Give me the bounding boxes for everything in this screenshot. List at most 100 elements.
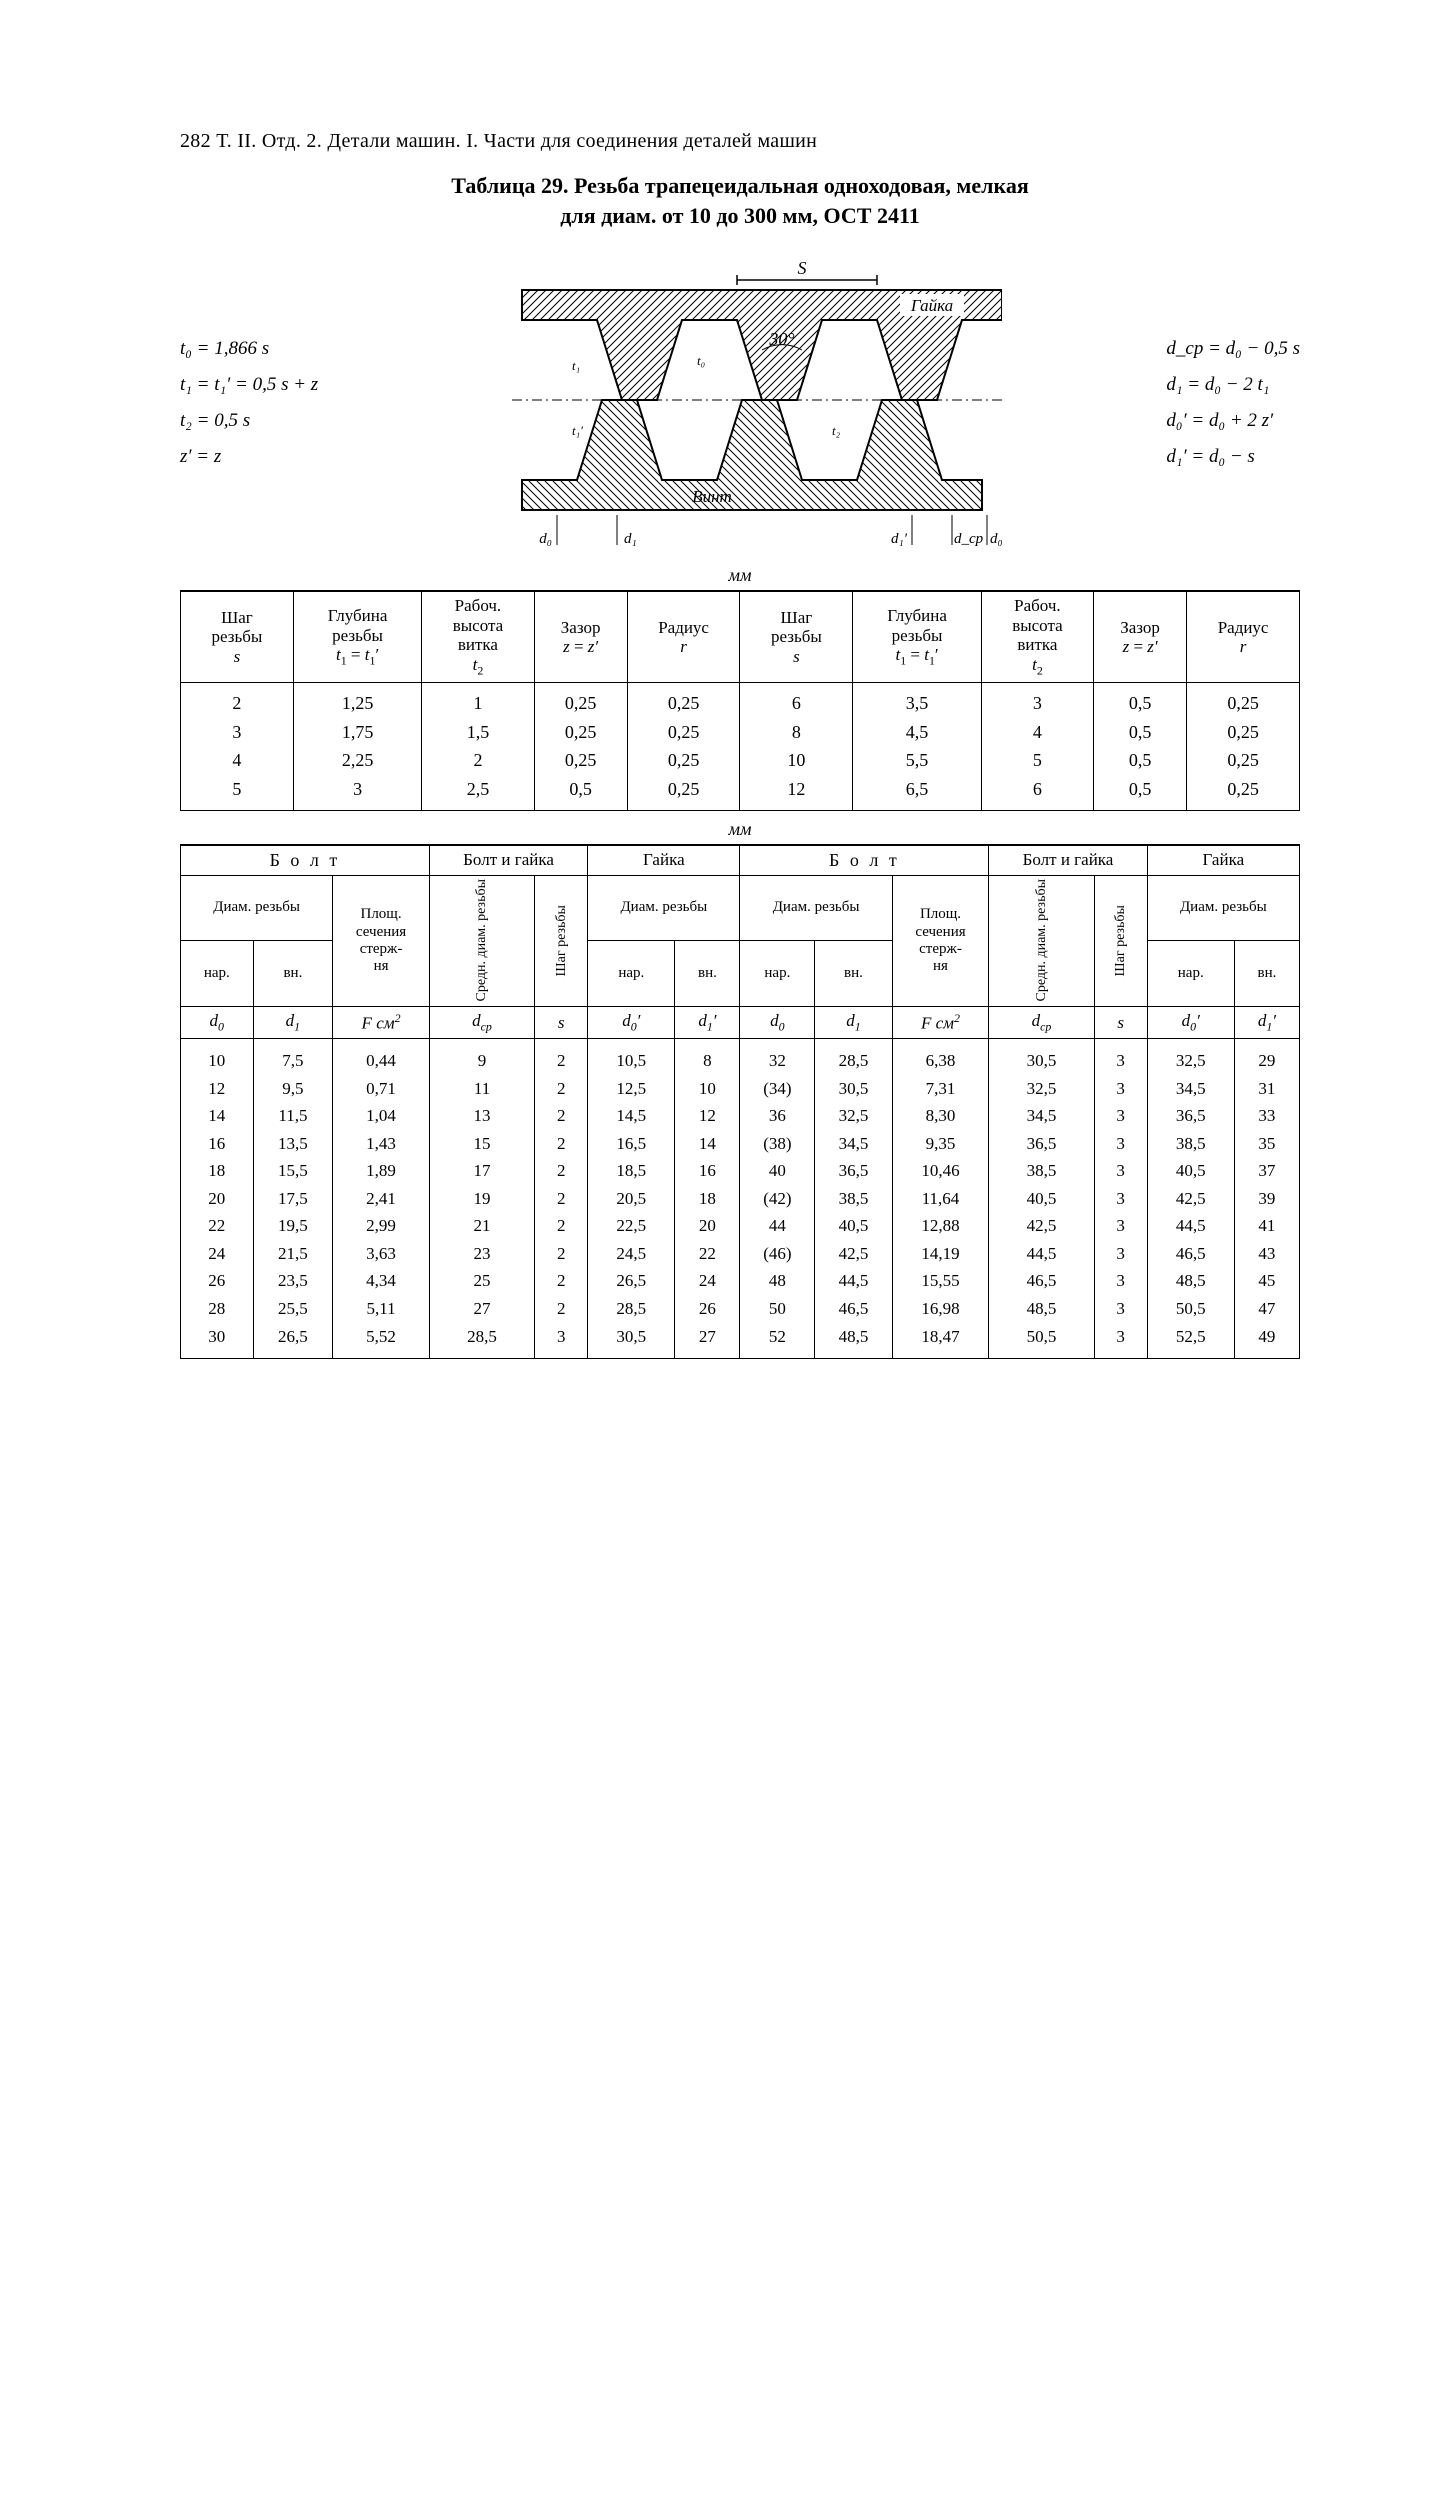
svg-text:t₀: t₀: [697, 353, 705, 368]
cell: 32,5: [815, 1102, 892, 1130]
sym-9: F см2: [892, 1007, 989, 1039]
sym-4: s: [535, 1007, 588, 1039]
cell: 52,5: [1147, 1323, 1234, 1359]
cell: 36,5: [1147, 1102, 1234, 1130]
cell: 12: [740, 775, 853, 810]
cell: 3: [981, 683, 1093, 718]
cell: 2,5: [422, 775, 534, 810]
table-row: 2623,54,3425226,5244844,515,5546,5348,54…: [181, 1267, 1300, 1295]
title-line-1: Таблица 29. Резьба трапецеидальная однох…: [451, 173, 1028, 198]
cell: 22: [675, 1240, 740, 1268]
cell: 3: [1094, 1323, 1147, 1359]
cell: 40,5: [989, 1185, 1094, 1213]
cell: 20: [181, 1185, 254, 1213]
table-title: Таблица 29. Резьба трапецеидальная однох…: [180, 171, 1300, 230]
cell: 5,11: [333, 1295, 430, 1323]
t1-h1: Глубинарезьбыt1 = t1′: [293, 591, 422, 682]
cell: 38,5: [1147, 1130, 1234, 1158]
cell: 2,99: [333, 1212, 430, 1240]
t2-s-diam-r2: Диам. резьбы: [1147, 875, 1299, 941]
cell: 25,5: [253, 1295, 333, 1323]
sym-1: d1: [253, 1007, 333, 1039]
cell: 44,5: [1147, 1212, 1234, 1240]
cell: 26: [181, 1267, 254, 1295]
cell: 11,5: [253, 1102, 333, 1130]
t2-vn4: вн.: [1234, 941, 1299, 1007]
eq-dcp: d_cp = d₀ − 0,5 s: [1166, 331, 1300, 367]
cell: 0,25: [534, 746, 627, 775]
t1-h8: Зазорz = z′: [1094, 591, 1187, 682]
t1-h4: Радиусr: [627, 591, 740, 682]
cell: 19: [429, 1185, 534, 1213]
cell: 4,5: [853, 718, 982, 747]
cell: 3: [181, 718, 294, 747]
cell: 3: [1094, 1039, 1147, 1075]
cell: 8: [675, 1039, 740, 1075]
cell: 20,5: [588, 1185, 675, 1213]
cell: 3: [293, 775, 422, 810]
cell: 0,25: [1187, 683, 1300, 718]
cell: 12,88: [892, 1212, 989, 1240]
t2-nar4: нар.: [1147, 941, 1234, 1007]
cell: 12: [181, 1075, 254, 1103]
cell: 3: [1094, 1295, 1147, 1323]
cell: 11: [429, 1075, 534, 1103]
t2-s-diam-l: Диам. резьбы: [181, 875, 333, 941]
cell: 1: [422, 683, 534, 718]
cell: 14: [181, 1102, 254, 1130]
cell: 34,5: [815, 1130, 892, 1158]
cell: 16: [675, 1157, 740, 1185]
cell: 0,71: [333, 1075, 430, 1103]
cell: 46,5: [1147, 1240, 1234, 1268]
svg-text:d₀′: d₀′: [990, 531, 1002, 547]
cell: 3: [1094, 1075, 1147, 1103]
cell: 36,5: [815, 1157, 892, 1185]
cell: 17,5: [253, 1185, 333, 1213]
cell: 20: [675, 1212, 740, 1240]
sym-8: d1: [815, 1007, 892, 1039]
cell: 34,5: [1147, 1075, 1234, 1103]
cell: 42,5: [815, 1240, 892, 1268]
cell: 10: [740, 746, 853, 775]
sym-7: d0: [740, 1007, 815, 1039]
cell: 48,5: [1147, 1267, 1234, 1295]
cell: 52: [740, 1323, 815, 1359]
cell: 12: [675, 1102, 740, 1130]
cell: 13: [429, 1102, 534, 1130]
t2-s-area-l: Площ.сечениястерж-ня: [333, 875, 430, 1007]
cell: 10: [675, 1075, 740, 1103]
cell: 8: [740, 718, 853, 747]
t1-h2: Рабоч.высотавиткаt2: [422, 591, 534, 682]
eq-z: z′ = z: [180, 439, 318, 475]
t2-vn1: вн.: [253, 941, 333, 1007]
table-row: 1815,51,8917218,5164036,510,4638,5340,53…: [181, 1157, 1300, 1185]
sym-5: d0′: [588, 1007, 675, 1039]
cell: 7,31: [892, 1075, 989, 1103]
cell: 2: [535, 1240, 588, 1268]
svg-text:d₁: d₁: [624, 531, 637, 547]
cell: 39: [1234, 1185, 1299, 1213]
svg-text:t₁: t₁: [572, 358, 580, 373]
cell: 9,5: [253, 1075, 333, 1103]
cell: 32,5: [1147, 1039, 1234, 1075]
table-row: 31,751,50,250,2584,540,50,25: [181, 718, 1300, 747]
t2-g5: Гайка: [1147, 845, 1299, 875]
cell: 2: [422, 746, 534, 775]
cell: 3: [535, 1323, 588, 1359]
cell: 22: [181, 1212, 254, 1240]
cell: 0,5: [1094, 683, 1187, 718]
cell: (38): [740, 1130, 815, 1158]
cell: 2: [535, 1185, 588, 1213]
cell: 2: [535, 1295, 588, 1323]
table-row: 42,2520,250,25105,550,50,25: [181, 746, 1300, 775]
cell: 6: [981, 775, 1093, 810]
cell: 30,5: [989, 1039, 1094, 1075]
cell: 26,5: [588, 1267, 675, 1295]
cell: 2: [535, 1039, 588, 1075]
cell: 15: [429, 1130, 534, 1158]
svg-text:t₁′: t₁′: [572, 423, 583, 438]
cell: 24: [675, 1267, 740, 1295]
t2-s-pitch-l: Шаг резьбы: [535, 875, 588, 1007]
cell: 9: [429, 1039, 534, 1075]
cell: 30,5: [815, 1075, 892, 1103]
